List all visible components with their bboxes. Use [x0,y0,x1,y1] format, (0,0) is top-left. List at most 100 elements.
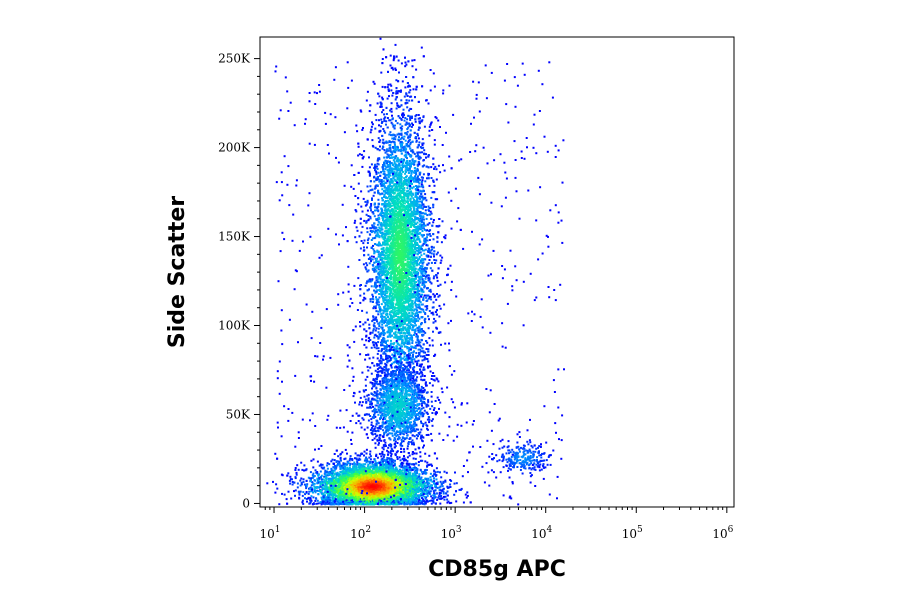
event-dot [296,482,299,485]
event-dot [408,498,411,501]
event-dot [355,465,358,468]
event-dot [417,500,420,503]
event-dot [428,500,431,502]
event-dot [315,497,317,500]
event-dot [408,469,410,472]
event-dot [435,492,438,495]
event-dot [364,467,367,470]
event-dot [313,482,316,485]
event-dot [421,470,423,473]
event-dot [458,488,461,491]
event-dot [415,503,418,506]
event-dot [442,490,445,493]
event-dot [400,499,402,502]
event-dot [367,463,370,466]
event-dot [313,490,316,492]
event-dot [310,499,313,502]
event-dot [467,471,469,474]
event-dot [368,462,371,465]
event-dot [424,502,427,505]
event-dot [301,494,304,497]
event-dot [313,485,316,488]
event-dot [373,458,376,461]
event-dot [287,472,290,475]
event-dot [300,483,303,486]
event-dot [444,492,447,495]
event-dot [422,487,425,490]
event-dot [422,481,424,484]
event-dot [339,457,342,460]
event-dot [309,501,312,503]
event-dot [300,461,303,464]
event-dot [406,483,409,485]
event-dot [365,452,368,455]
event-dot [329,499,331,502]
event-dot [396,456,399,458]
event-dot [340,467,343,470]
event-dot [319,501,322,504]
event-dot [297,468,300,471]
event-dot [436,486,439,489]
event-dot [314,499,317,502]
event-dot [415,452,418,455]
event-dot [425,489,427,491]
event-dot [349,462,352,465]
event-dot [310,459,313,462]
event-dot [417,496,420,499]
event-dot [343,496,346,499]
event-dot [413,486,416,489]
event-dot [436,498,439,501]
event-dot [294,489,297,492]
event-dot [311,474,314,477]
event-dot [462,501,465,504]
event-dot [359,465,362,468]
event-dot [419,459,422,462]
event-dot [406,447,409,450]
event-dot [424,492,427,495]
event-dot [321,481,324,483]
event-dot [312,466,315,469]
event-dot [314,491,317,494]
event-dot [423,482,426,485]
event-dot [421,489,424,492]
event-dot [400,470,403,472]
event-dot [309,471,312,474]
event-dot [445,471,448,474]
event-dot [348,459,351,462]
event-dot [357,459,360,461]
event-dot [401,469,404,472]
event-dot [306,500,308,503]
event-dot [426,480,429,483]
event-dot [427,485,430,488]
event-dot [430,502,433,505]
event-dot [417,464,420,467]
event-dot [321,484,324,487]
event-dot [432,490,435,493]
event-dot [347,472,350,475]
event-dot [399,465,402,468]
event-dot [333,453,336,455]
event-dot [423,489,426,491]
event-dot [285,498,288,501]
event-dot [430,495,433,498]
event-dot [310,495,313,498]
event-dot [302,491,305,494]
event-dot [320,480,323,483]
event-dot [358,463,360,466]
event-dot [349,464,351,467]
event-dot [368,456,371,459]
event-dot [425,481,428,484]
event-dot [412,457,415,460]
event-dot [412,480,415,483]
event-dot [429,490,432,493]
event-dot [354,452,357,455]
event-dot [294,467,297,469]
event-dot [305,498,308,500]
event-dot [291,483,294,486]
event-dot [307,492,310,495]
event-dot [311,476,314,479]
event-dot [416,476,419,479]
event-dot [343,468,346,471]
event-dot [444,479,447,482]
event-dot [399,459,402,462]
